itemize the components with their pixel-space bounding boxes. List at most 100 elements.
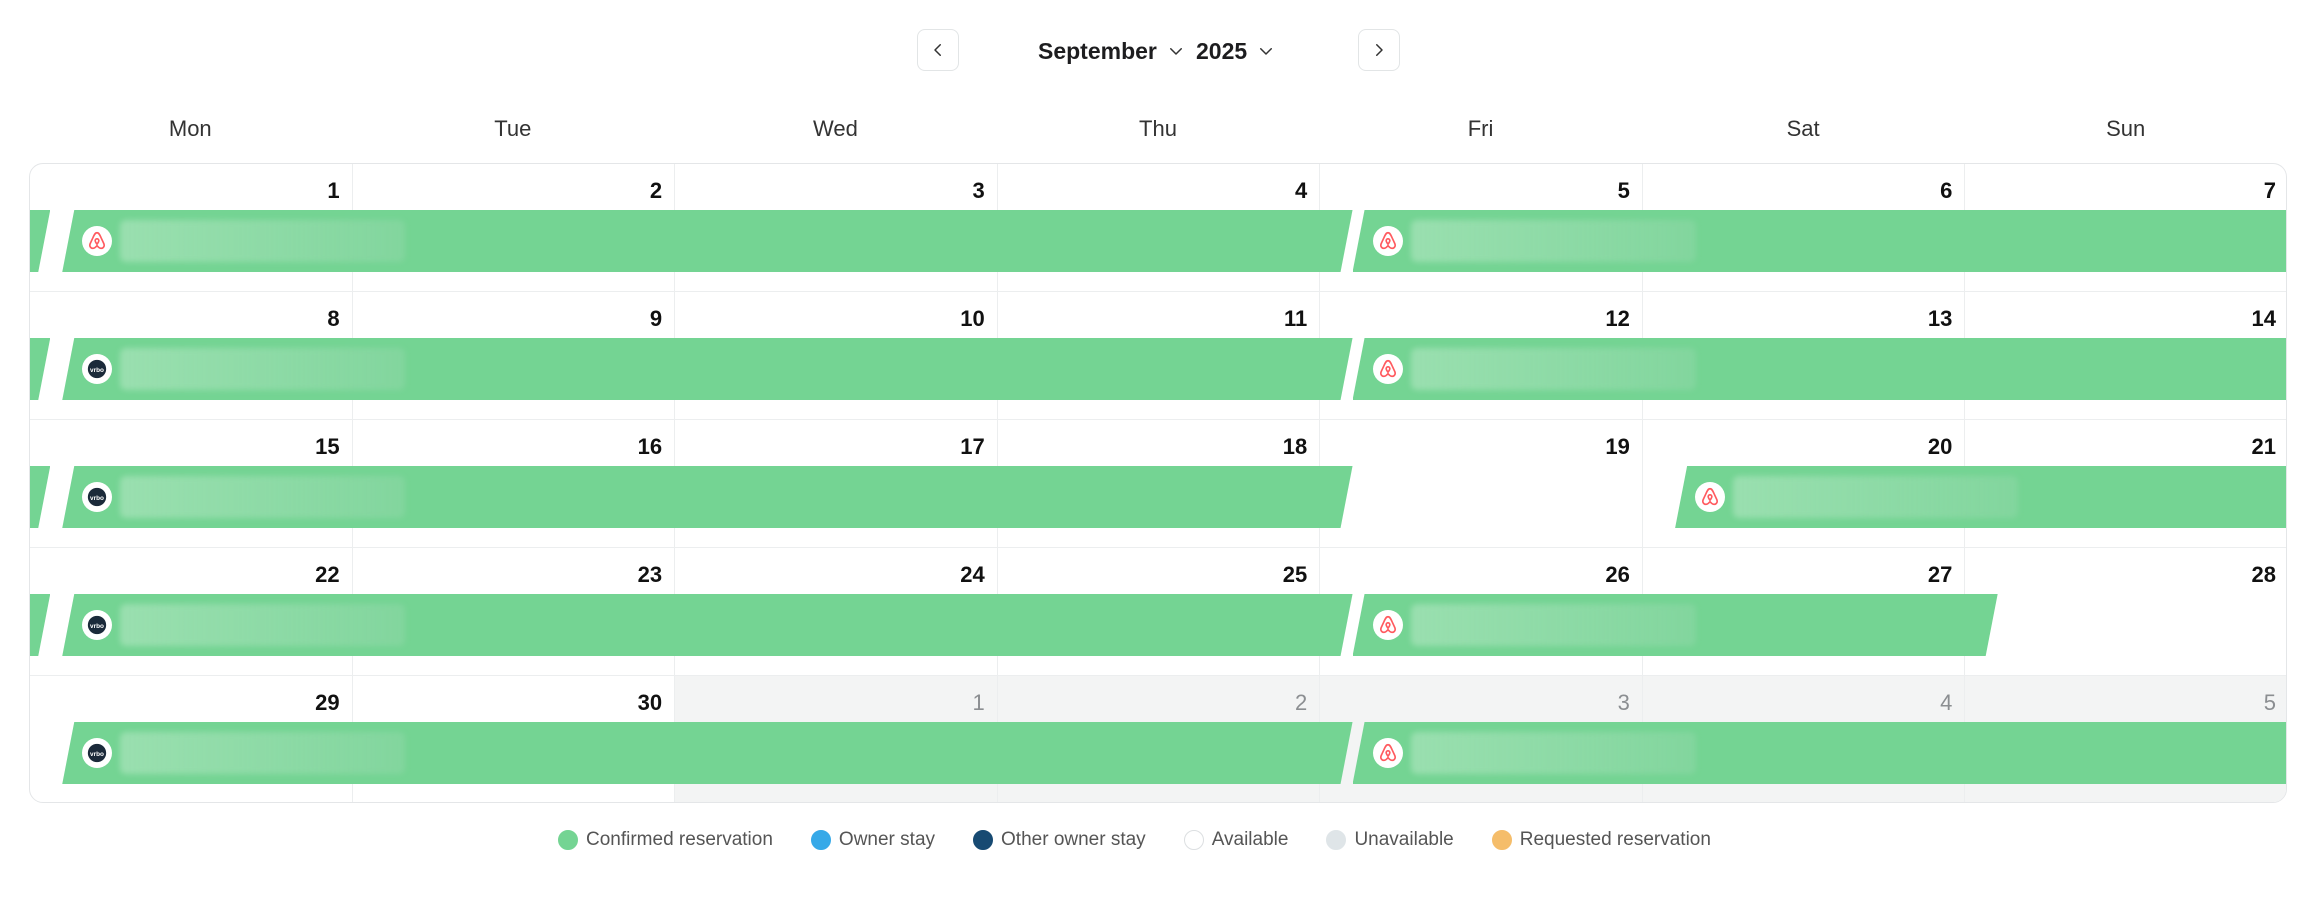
guest-name-blurred: [120, 732, 405, 774]
day-number: 29: [315, 690, 340, 715]
legend-swatch: [1326, 830, 1347, 850]
vrbo-badge: vrbo: [82, 354, 112, 384]
day-number: 8: [327, 306, 340, 331]
guest-name-blurred: [120, 476, 405, 518]
reservation-bar[interactable]: [1352, 338, 2286, 400]
calendar-day-cell[interactable]: 14: [1965, 292, 2286, 420]
calendar-day-cell[interactable]: 21: [1965, 420, 2286, 548]
guest-name-blurred: [1410, 220, 1696, 262]
airbnb-icon: [1379, 743, 1396, 762]
day-number: 30: [637, 690, 663, 715]
weekday-label-wed: Wed: [813, 116, 858, 141]
airbnb-badge: [1372, 354, 1403, 384]
day-number: 4: [1940, 690, 1953, 715]
day-number: 13: [1927, 306, 1953, 331]
airbnb-badge: [82, 226, 112, 256]
airbnb-badge: [1373, 610, 1403, 640]
reservation-bar[interactable]: [1352, 722, 2286, 784]
svg-text:vrbo: vrbo: [90, 367, 104, 374]
weekday-label-mon: Mon: [168, 116, 212, 141]
day-number: 25: [1282, 562, 1308, 587]
day-number: 23: [637, 562, 663, 587]
day-number: 9: [649, 306, 663, 331]
day-number: 1: [327, 178, 340, 203]
day-number: 17: [960, 434, 985, 459]
airbnb-icon: [1377, 614, 1399, 636]
day-number: 3: [1617, 690, 1630, 715]
vrbo-badge: vrbo: [82, 610, 112, 640]
previous-month-button[interactable]: [917, 29, 959, 71]
reservation-bar[interactable]: vrbo: [62, 722, 1352, 784]
legend-swatch: [558, 830, 578, 850]
legend-label: Available: [1211, 829, 1289, 850]
day-number: 1: [972, 690, 985, 715]
chevron-down-icon: [1260, 48, 1273, 55]
calendar-day-cell[interactable]: 28: [1965, 548, 2286, 676]
weekday-label-fri: Fri: [1467, 116, 1494, 141]
guest-name-blurred: [1733, 476, 2019, 518]
reservation-bar[interactable]: vrbo: [62, 594, 1352, 656]
month-label: September: [1038, 37, 1157, 64]
airbnb-badge: [1695, 482, 1726, 512]
reservation-bar[interactable]: [1352, 210, 2286, 272]
day-number: 27: [1927, 562, 1953, 587]
airbnb-icon: [1379, 231, 1396, 250]
legend-label: Unavailable: [1354, 829, 1454, 850]
guest-name-blurred: [120, 348, 405, 390]
legend-item: Owner stay: [810, 829, 936, 851]
legend-item: Other owner stay: [973, 829, 1146, 851]
day-number: 10: [960, 306, 985, 331]
day-number: 24: [960, 562, 985, 587]
reservation-bar[interactable]: vrbo: [62, 466, 1352, 528]
legend-item: Unavailable: [1326, 829, 1454, 851]
day-number: 26: [1605, 562, 1630, 587]
guest-name-blurred: [120, 604, 405, 646]
legend-label: Owner stay: [838, 829, 936, 850]
calendar-grid: 1 2 3 4 5 6 7 8 9 10 11 12 13 14 15 16 17 18 19 20 21 22 23 24 2…: [29, 163, 2287, 803]
weekday-label-thu: Thu: [1139, 116, 1177, 141]
legend-swatch: [810, 830, 831, 850]
legend-item: Requested reservation: [1491, 829, 1711, 851]
reservation-bar[interactable]: [1675, 466, 2286, 528]
weekday-label-sun: Sun: [2106, 116, 2146, 141]
guest-name-blurred: [1410, 732, 1696, 774]
chevron-right-icon: [1376, 44, 1383, 56]
guest-name-blurred: [1411, 604, 1696, 646]
chevron-down-icon: [1169, 48, 1182, 55]
day-number: 19: [1605, 434, 1630, 459]
day-number: 2: [1295, 690, 1308, 715]
day-number: 22: [315, 562, 340, 587]
year-label: 2025: [1196, 37, 1248, 64]
month-dropdown[interactable]: September: [1038, 34, 1185, 68]
reservation-bar[interactable]: vrbo: [62, 338, 1352, 400]
vrbo-icon: vrbo: [86, 486, 108, 508]
calendar-day-cell[interactable]: 19: [1320, 420, 1643, 548]
vrbo-badge: vrbo: [82, 738, 112, 768]
day-number: 28: [2251, 562, 2276, 587]
weekday-label-tue: Tue: [494, 116, 532, 141]
weekday-label-sat: Sat: [1786, 116, 1820, 141]
day-number: 18: [1282, 434, 1308, 459]
airbnb-icon: [1702, 487, 1719, 506]
vrbo-icon: vrbo: [86, 742, 108, 764]
airbnb-icon: [1379, 359, 1396, 378]
vrbo-icon: vrbo: [86, 614, 108, 636]
year-dropdown[interactable]: 2025: [1196, 34, 1275, 68]
day-number: 21: [2251, 434, 2276, 459]
calendar-day-cell[interactable]: 7: [1965, 164, 2286, 292]
airbnb-badge: [1372, 226, 1403, 256]
day-number: 2: [649, 178, 663, 203]
day-number: 20: [1927, 434, 1953, 459]
day-number: 5: [2263, 690, 2276, 715]
day-number: 14: [2251, 306, 2276, 331]
legend-swatch: [1183, 830, 1204, 850]
airbnb-icon: [86, 230, 108, 252]
day-number: 3: [972, 178, 985, 203]
reservation-bar[interactable]: [62, 210, 1352, 272]
reservation-bar[interactable]: [1353, 594, 1998, 656]
day-number: 11: [1284, 306, 1308, 331]
next-month-button[interactable]: [1358, 29, 1400, 71]
legend-label: Confirmed reservation: [586, 829, 773, 850]
guest-name-blurred: [1410, 348, 1696, 390]
weekday-header: Mon Tue Wed Thu Fri Sat Sun: [29, 116, 2287, 146]
